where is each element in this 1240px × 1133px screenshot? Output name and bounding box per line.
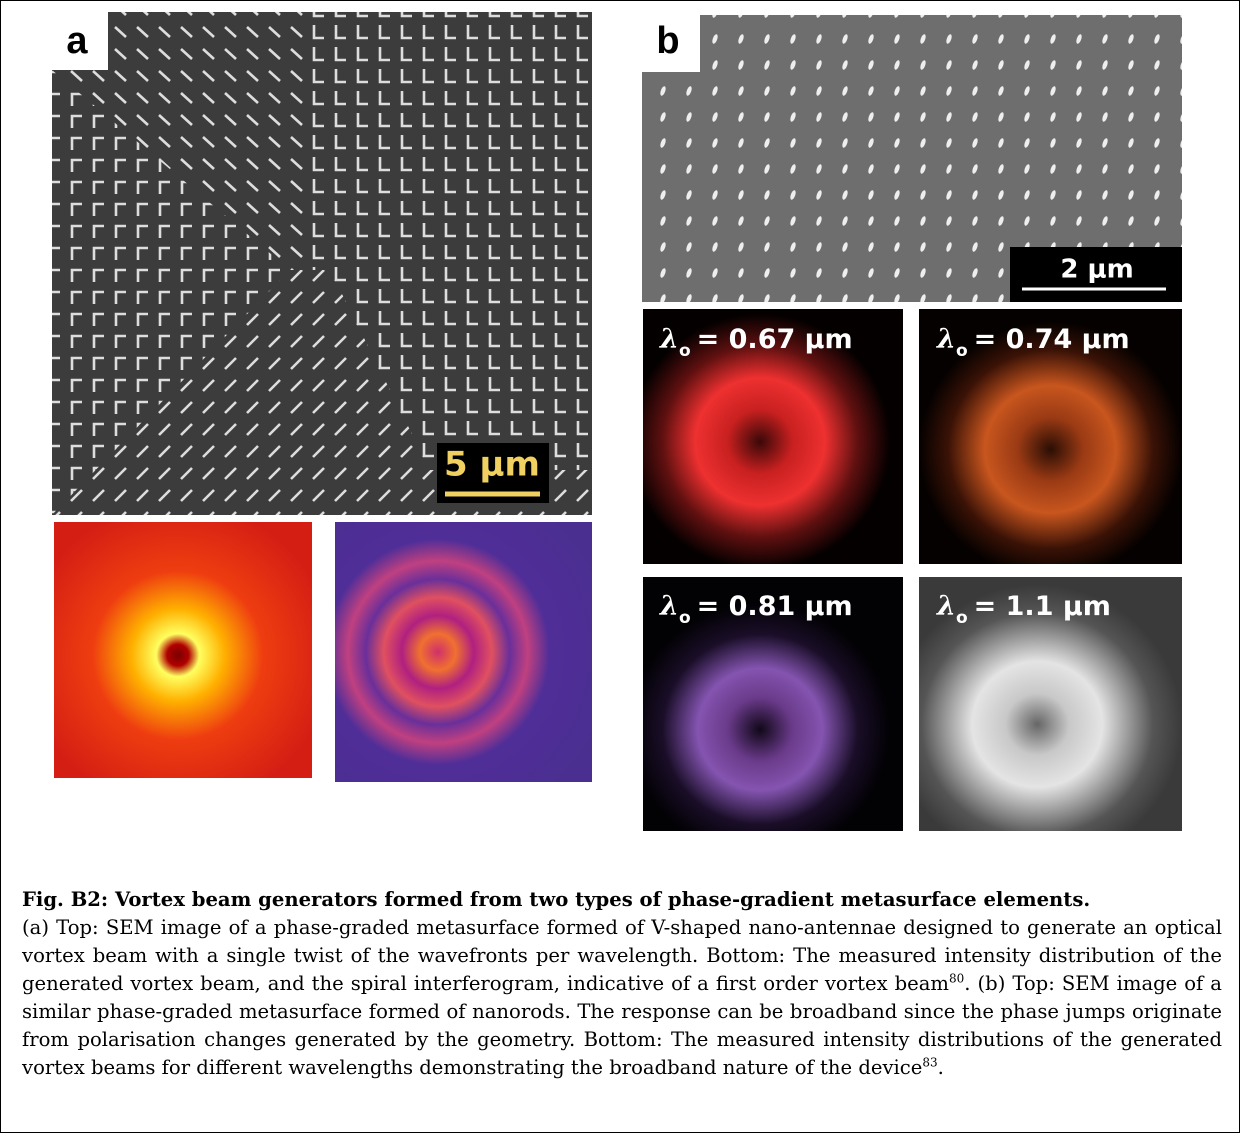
caption: Fig. B2: Vortex beam generators formed f… bbox=[22, 886, 1222, 1082]
panel-label: b bbox=[656, 20, 679, 62]
caption-title: Fig. B2: Vortex beam generators formed f… bbox=[22, 888, 1090, 911]
scale-bar-label: 5 μm bbox=[444, 445, 540, 485]
reference: 80 bbox=[949, 971, 964, 985]
intensity-image bbox=[54, 522, 312, 778]
interferogram-image bbox=[335, 522, 592, 782]
sem-image-b: 2 μm b bbox=[640, 12, 1182, 302]
figure-page: 5 μm a 2 μm b λo= 0.67 μm λo= 0.74 μm λo… bbox=[0, 0, 1240, 1133]
figure: 5 μm a 2 μm b λo= 0.67 μm λo= 0.74 μm λo… bbox=[0, 0, 1240, 880]
scale-bar-label: 2 μm bbox=[1060, 255, 1133, 285]
sem-image-a: 5 μm a bbox=[50, 12, 592, 515]
caption-text: . bbox=[938, 1056, 944, 1079]
reference: 83 bbox=[922, 1055, 937, 1069]
panel-label: a bbox=[66, 20, 88, 62]
page: Fig. B2 { "panels": { "a": {"label": "a"… bbox=[0, 0, 1240, 1133]
